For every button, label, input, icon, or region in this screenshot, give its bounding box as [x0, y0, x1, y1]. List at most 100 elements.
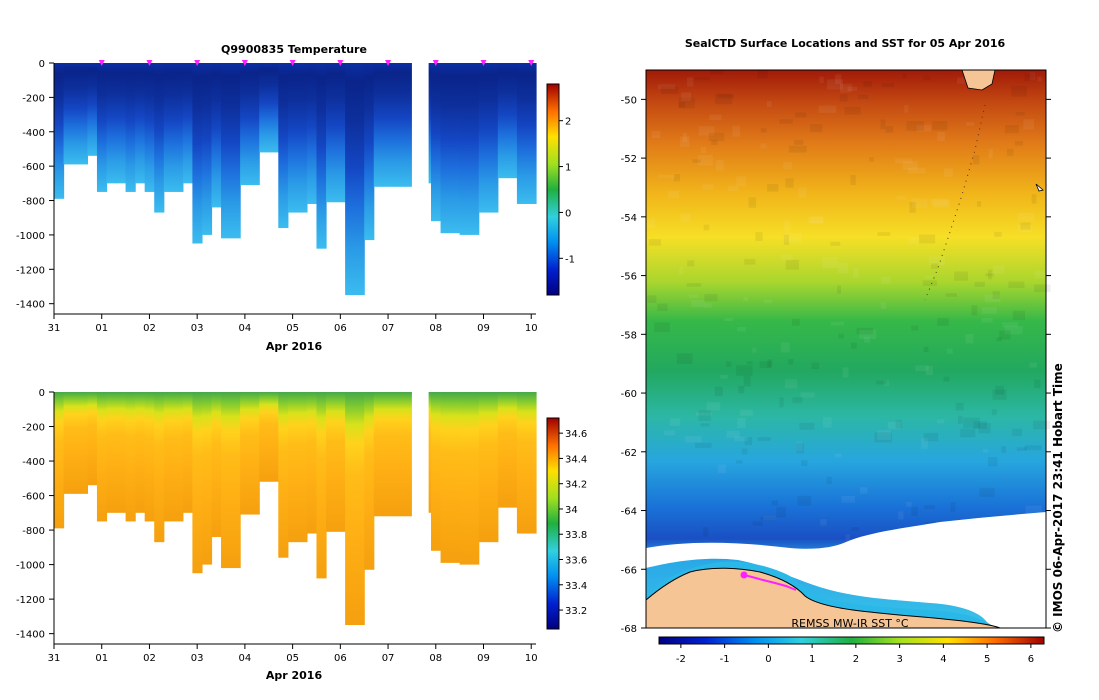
profile-column [96, 63, 108, 192]
profile-column [364, 392, 375, 570]
latitude-tick-label: -64 [621, 507, 637, 518]
seal-position-marker [740, 571, 748, 579]
profile-column [306, 63, 318, 204]
date-tick-label: 06 [334, 323, 347, 334]
profile-column [268, 392, 279, 482]
date-tick-label: 05 [286, 323, 299, 334]
profile-marker [194, 60, 201, 66]
profile-column [392, 63, 403, 187]
profile-column [278, 392, 289, 558]
salinity-time-axis: 31 01 02 03 04 05 06 07 08 09 10 [48, 643, 538, 664]
imos-credit: © IMOS 06-Apr-2017 23:41 Hobart Time [1051, 363, 1065, 633]
profile-column [144, 63, 155, 192]
profile-column [488, 63, 499, 213]
profile-column [240, 63, 251, 186]
latitude-tick-label: -56 [621, 272, 637, 283]
profile-marker [98, 60, 105, 66]
sst-tick-label: -1 [720, 654, 730, 665]
sst-texture [646, 70, 1053, 543]
profile-column [373, 392, 384, 517]
profile-column [392, 392, 403, 517]
profile-column [259, 63, 270, 153]
date-tick-label: 04 [239, 653, 252, 664]
profile-column [469, 63, 480, 235]
colorbar-tick-label: 34 [565, 505, 578, 516]
salinity-panel: 0 -200 -400 -600 -800 -1000 -1200 -1400 31 01 02 0… [16, 388, 587, 682]
depth-tick-label: -600 [22, 162, 45, 173]
latitude-tick-label: -50 [621, 95, 637, 106]
colorbar-tick-label: 2 [565, 117, 571, 128]
salinity-xlabel: Apr 2016 [266, 669, 323, 682]
profile-column [259, 392, 270, 482]
profile-column [54, 392, 65, 529]
colorbar-tick-label: 33.4 [565, 581, 587, 592]
profile-marker [528, 60, 535, 66]
profile-column [402, 63, 413, 187]
depth-tick-label: -800 [22, 197, 45, 208]
cursor-arrow-icon [1035, 183, 1044, 192]
profile-column [154, 392, 165, 543]
profile-column [211, 63, 222, 208]
profile-column [326, 63, 337, 203]
profile-markers [98, 60, 535, 66]
profile-column [192, 392, 203, 574]
profile-column [249, 63, 260, 186]
profile-column [211, 392, 222, 537]
sst-tick-label: 1 [809, 654, 815, 665]
profile-column [373, 63, 384, 187]
latitude-tick-label: -54 [621, 213, 637, 224]
colorbar-tick-label: 34.2 [565, 480, 587, 491]
colorbar-tick-label: -1 [565, 254, 575, 265]
profile-column [345, 63, 356, 296]
profile-column [516, 63, 528, 204]
sst-map-panel: SealCTD Surface Locations and SST for 05… [621, 37, 1065, 665]
profile-marker [146, 60, 153, 66]
profile-column [497, 392, 508, 508]
profile-column [335, 392, 346, 532]
profile-column [135, 392, 146, 513]
map-title: SealCTD Surface Locations and SST for 05… [685, 37, 1006, 50]
profile-column [383, 63, 394, 187]
profile-column [163, 63, 174, 192]
profile-column [221, 63, 232, 239]
profile-column [268, 63, 279, 153]
profile-column [106, 392, 117, 513]
profile-column [440, 392, 451, 563]
profile-column [63, 392, 74, 494]
profile-column [116, 63, 127, 184]
profile-column [201, 392, 213, 565]
profile-column [478, 392, 489, 543]
date-tick-label: 01 [95, 653, 108, 664]
depth-tick-label: -200 [22, 93, 45, 104]
profile-column [507, 63, 518, 179]
depth-tick-label: -600 [22, 492, 45, 503]
profile-column [116, 392, 127, 513]
temperature-section-plot [54, 63, 537, 314]
profile-column [459, 392, 470, 565]
profile-column [297, 392, 308, 543]
depth-tick-label: 0 [39, 59, 45, 70]
date-tick-label: 08 [429, 323, 442, 334]
profile-column [345, 392, 356, 626]
date-tick-label: 06 [334, 653, 347, 664]
colorbar-tick-label: 34.6 [565, 429, 587, 440]
date-tick-label: 04 [239, 323, 252, 334]
profile-column [335, 63, 346, 203]
depth-tick-label: -1200 [16, 265, 45, 276]
profile-column [450, 63, 461, 234]
depth-tick-label: -400 [22, 128, 45, 139]
profile-column [459, 63, 470, 235]
data-gap [411, 392, 429, 644]
profile-column [230, 392, 241, 569]
profile-column [316, 392, 327, 579]
date-tick-label: 10 [525, 323, 538, 334]
latitude-tick-label: -58 [621, 330, 637, 341]
latitude-axis: -50 -52 -54 -56 -58 -60 -62 -64 -66 -68 [621, 95, 1051, 635]
salinity-depth-axis: 0 -200 -400 -600 -800 -1000 -1200 -1400 [16, 388, 55, 644]
date-tick-label: 08 [429, 653, 442, 664]
sst-tick-label: 5 [984, 654, 990, 665]
latitude-tick-label: -62 [621, 448, 637, 459]
date-tick-label: 07 [382, 653, 395, 664]
profile-marker [385, 60, 392, 66]
